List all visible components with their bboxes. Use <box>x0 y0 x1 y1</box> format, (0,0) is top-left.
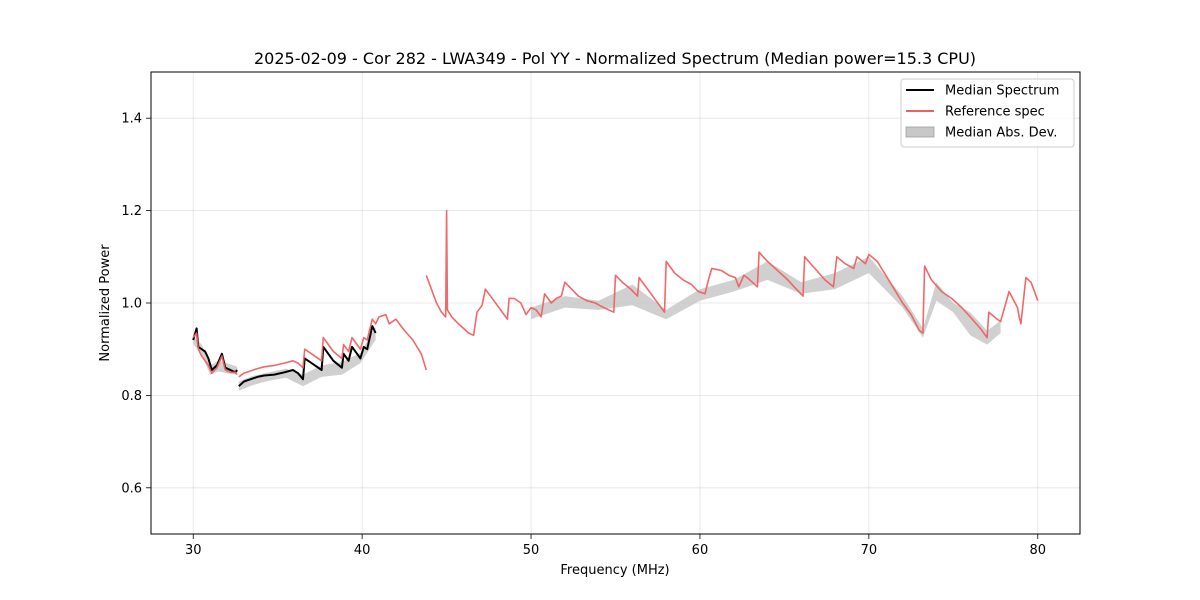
x-tick-label: 50 <box>523 543 540 558</box>
mad-band-area <box>193 335 238 375</box>
mad-band <box>193 256 1001 391</box>
y-axis-label: Normalized Power <box>98 244 113 362</box>
y-tick-label: 1.0 <box>121 297 142 312</box>
mad-band-area <box>531 256 1001 345</box>
reference-spec-line <box>238 313 428 378</box>
y-tick-label: 1.4 <box>121 112 142 127</box>
legend-box <box>900 78 1075 148</box>
x-tick-label: 70 <box>861 543 878 558</box>
y-axis-ticks: 0.6 0.8 1.0 1.2 1.4 <box>121 112 151 496</box>
mad-band-area <box>238 327 376 391</box>
chart-title: 2025-02-09 - Cor 282 - LWA349 - Pol YY -… <box>254 49 976 68</box>
legend-label: Median Spectrum <box>945 84 1059 99</box>
legend-swatch-patch <box>905 126 935 138</box>
reference-spec-line <box>425 209 1039 339</box>
legend-label: Median Abs. Dev. <box>945 126 1057 141</box>
x-tick-label: 30 <box>185 543 202 558</box>
y-tick-label: 0.8 <box>121 389 142 404</box>
x-tick-label: 60 <box>692 543 709 558</box>
y-tick-label: 1.2 <box>121 204 142 219</box>
x-axis-label: Frequency (MHz) <box>560 563 669 578</box>
reference-spec-line <box>192 332 238 376</box>
x-tick-label: 40 <box>354 543 371 558</box>
x-tick-label: 80 <box>1029 543 1046 558</box>
legend-label: Reference spec <box>945 105 1045 120</box>
y-tick-label: 0.6 <box>121 481 142 496</box>
legend: Median Spectrum Reference spec Median Abs.… <box>900 78 1075 148</box>
x-axis-ticks: 30 40 50 60 70 80 <box>185 534 1046 558</box>
series-layer <box>192 209 1039 387</box>
median-spectrum-line <box>238 325 377 387</box>
